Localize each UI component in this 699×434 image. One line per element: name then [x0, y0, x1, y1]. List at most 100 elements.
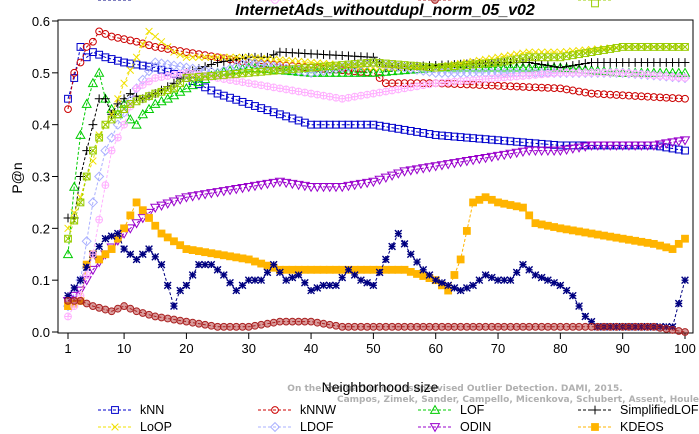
point-fastabod — [457, 77, 465, 85]
point-ldf — [456, 322, 465, 331]
point-inflo — [413, 62, 421, 70]
point-inflo — [681, 43, 689, 51]
point-ldf — [244, 322, 253, 331]
point-inflo — [319, 62, 328, 71]
point-fastabod — [114, 134, 122, 142]
point-inflo — [76, 198, 85, 207]
point-cof — [456, 286, 465, 295]
point-fastabod — [82, 271, 91, 279]
point-ldf — [593, 322, 602, 331]
point-cof — [282, 276, 291, 285]
point-inflo — [275, 66, 284, 75]
point-inflo — [151, 89, 160, 98]
x-tick-label: 90 — [615, 341, 629, 356]
point-odin — [486, 152, 498, 163]
point-loop — [120, 79, 128, 87]
point-lof — [75, 129, 86, 139]
point-inflo — [394, 60, 403, 69]
point-inflo — [176, 79, 184, 87]
point-knn — [219, 91, 228, 100]
series-line-kdeos — [67, 196, 686, 307]
point-knn — [275, 110, 284, 119]
point-knnw — [600, 90, 608, 99]
point-inflo — [332, 61, 340, 70]
point-cof — [406, 250, 415, 259]
point-ldf — [344, 322, 353, 331]
point-lof — [361, 67, 373, 77]
point-odin — [268, 178, 279, 189]
point-ldf — [575, 322, 583, 331]
legend-item-odin: ODIN — [418, 420, 491, 434]
point-fastabod — [426, 80, 433, 88]
point-fastabod — [139, 81, 147, 89]
point-knn — [357, 120, 365, 129]
point-fastabod — [288, 87, 296, 94]
point-knn — [481, 135, 490, 144]
point-knnw — [643, 92, 652, 101]
point-inflo — [469, 60, 478, 69]
point-inflo — [575, 50, 583, 59]
point-inflo — [413, 62, 421, 70]
point-knn — [556, 141, 565, 150]
point-kdeos — [120, 224, 128, 233]
point-inflo — [207, 72, 216, 80]
point-inflo — [157, 87, 166, 96]
point-fastabod — [525, 71, 534, 80]
point-knnw — [662, 93, 671, 102]
point-inflo — [512, 55, 521, 64]
x-tick-label: 60 — [428, 341, 442, 356]
point-cof — [207, 260, 216, 269]
point-lof — [349, 67, 360, 77]
point-loop — [282, 56, 290, 65]
point-odin — [474, 154, 485, 165]
point-inflo — [375, 59, 384, 67]
point-loop — [89, 157, 97, 165]
point-ldof — [262, 60, 273, 71]
point-inflo — [145, 92, 153, 100]
point-loop — [220, 53, 228, 62]
point-ldf — [70, 297, 79, 305]
point-knnw — [506, 82, 515, 91]
legend-item-ldf: LDF — [418, 0, 484, 4]
point-odin — [505, 149, 516, 160]
point-inflo — [238, 69, 247, 78]
point-inflo — [120, 105, 128, 114]
point-odin — [287, 179, 298, 190]
point-fastabod — [500, 73, 509, 82]
point-cof — [64, 291, 72, 300]
point-lof — [87, 77, 99, 88]
point-cof — [469, 281, 477, 290]
point-inflo — [282, 65, 291, 74]
point-inflo — [170, 84, 178, 93]
legend-item-ldof: LDOF — [258, 420, 334, 434]
point-knn — [319, 120, 328, 129]
point-ldf — [625, 322, 633, 331]
point-inflo — [618, 43, 627, 51]
point-lof — [343, 67, 354, 77]
point-kdeos — [525, 211, 534, 220]
point-lof — [499, 62, 510, 72]
point-fastabod — [563, 69, 570, 77]
point-fastabod — [419, 81, 427, 89]
point-odin — [368, 177, 379, 188]
point-ldf — [251, 321, 259, 330]
point-fastabod — [232, 77, 240, 85]
point-inflo — [107, 115, 116, 124]
legend-marker — [271, 0, 279, 4]
point-ldf — [95, 303, 104, 312]
point-fastabod — [594, 69, 602, 77]
point-inflo — [550, 53, 559, 62]
point-fastabod — [332, 94, 340, 102]
point-inflo — [139, 94, 147, 103]
point-cof — [176, 286, 185, 295]
point-cof — [170, 302, 178, 310]
point-knn — [363, 120, 372, 129]
point-fastabod — [507, 73, 514, 81]
legend-item-fastabod: FastABOD — [258, 0, 360, 4]
point-odin — [548, 146, 560, 157]
point-knn — [300, 118, 309, 127]
point-cof — [344, 265, 353, 274]
point-loop — [157, 37, 166, 46]
point-inflo — [170, 84, 178, 93]
